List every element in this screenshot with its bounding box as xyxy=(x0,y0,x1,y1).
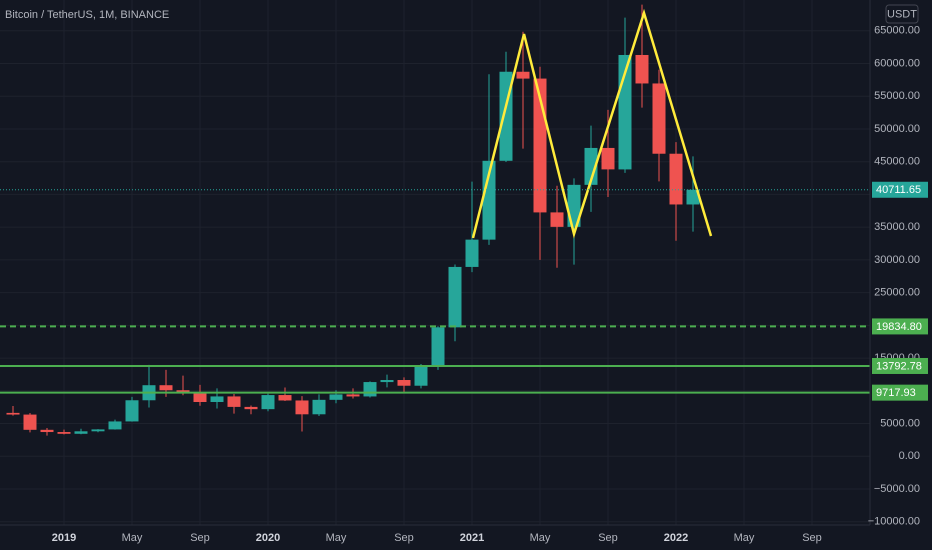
candle-body xyxy=(516,71,530,79)
candle-body xyxy=(584,147,598,185)
candle-body xyxy=(482,160,496,240)
candle-body xyxy=(465,239,479,267)
x-tick-label: Sep xyxy=(598,532,618,544)
candle-body xyxy=(312,399,326,415)
currency-label[interactable]: USDT xyxy=(887,8,917,20)
candle-body xyxy=(363,382,377,397)
x-tick-label: 2022 xyxy=(664,532,688,544)
candle-body xyxy=(74,431,88,434)
x-tick-label: Sep xyxy=(394,532,414,544)
candle-body xyxy=(193,393,207,403)
candle-body xyxy=(448,266,462,328)
grid xyxy=(0,0,870,525)
candle-body xyxy=(57,432,71,434)
candle-body xyxy=(635,54,649,84)
y-tick-label: 60000.00 xyxy=(874,57,920,69)
y-tick-label: 0.00 xyxy=(899,450,920,462)
price-badges: 19834.80 13792.78 9717.93 40711.65 xyxy=(872,181,928,401)
candle-body xyxy=(686,189,700,205)
y-tick-label: 25000.00 xyxy=(874,287,920,299)
y-tick-label: 50000.00 xyxy=(874,123,920,135)
candle-body xyxy=(125,400,139,422)
price-badge xyxy=(872,357,928,374)
candle-body xyxy=(669,153,683,205)
x-tick-label: 2021 xyxy=(460,532,484,544)
chart-title: Bitcoin / TetherUS, 1M, BINANCE xyxy=(5,9,169,21)
y-tick-label: 55000.00 xyxy=(874,90,920,102)
price-badge-label: 19834.80 xyxy=(876,321,922,333)
candle-body xyxy=(397,380,411,386)
candle-body xyxy=(40,429,54,433)
candle-body xyxy=(380,380,394,383)
x-tick-label: May xyxy=(122,532,143,544)
price-badge xyxy=(872,318,928,335)
price-badge-label: 9717.93 xyxy=(876,387,916,399)
candle-body xyxy=(210,396,224,403)
candle-body xyxy=(329,394,343,400)
x-tick-label: 2019 xyxy=(52,532,76,544)
y-tick-label: 45000.00 xyxy=(874,156,920,168)
candle-body xyxy=(550,212,564,227)
price-badge xyxy=(872,384,928,401)
y-tick-label: 65000.00 xyxy=(874,25,920,37)
candle-body xyxy=(261,395,275,410)
candle-body xyxy=(108,421,122,430)
candle-body xyxy=(23,414,37,430)
candle-body xyxy=(6,412,20,415)
y-tick-label: 35000.00 xyxy=(874,221,920,233)
x-tick-label: Sep xyxy=(802,532,822,544)
y-tick-label: 30000.00 xyxy=(874,254,920,266)
currency-button[interactable] xyxy=(885,4,919,24)
candle-body xyxy=(601,147,615,170)
price-badge xyxy=(872,181,928,198)
candle-body xyxy=(295,400,309,415)
x-tick-label: Sep xyxy=(190,532,210,544)
y-tick-label: −10000.00 xyxy=(868,516,920,528)
price-badge-label: 13792.78 xyxy=(876,360,922,372)
candle-body xyxy=(652,83,666,154)
x-tick-label: May xyxy=(530,532,551,544)
candle-body xyxy=(227,396,241,407)
candle-body xyxy=(431,327,445,366)
candle-body xyxy=(346,394,360,397)
x-tick-label: May xyxy=(734,532,755,544)
x-tick-label: May xyxy=(326,532,347,544)
candle-body xyxy=(278,395,292,401)
double-top-drawing xyxy=(471,8,713,239)
candle-body xyxy=(244,406,258,410)
x-tick-label: 2020 xyxy=(256,532,280,544)
y-tick-label: −5000.00 xyxy=(874,483,920,495)
candles xyxy=(6,4,700,436)
y-tick-label: 5000.00 xyxy=(880,417,920,429)
candle-body xyxy=(91,429,105,432)
price-badge-label: 40711.65 xyxy=(876,184,921,196)
levels xyxy=(0,189,870,394)
candle-body xyxy=(414,365,428,386)
candle-body xyxy=(159,385,173,391)
